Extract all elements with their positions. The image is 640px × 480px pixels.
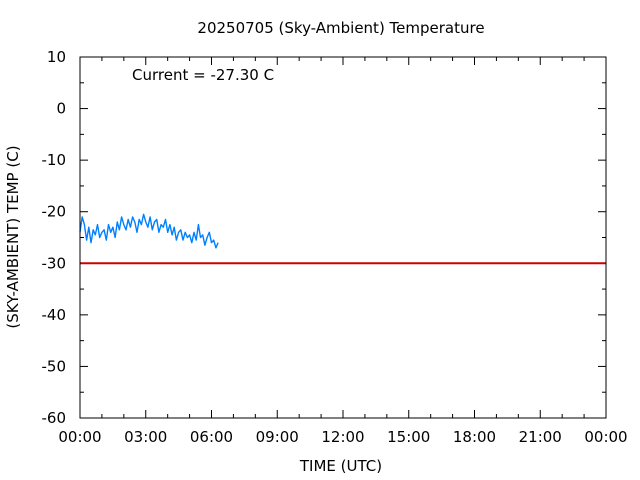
y-axis-label: (SKY-AMBIENT) TEMP (C) xyxy=(4,145,22,328)
y-tick-label: -20 xyxy=(42,203,67,221)
x-tick-label: 12:00 xyxy=(321,428,364,446)
x-tick-label: 21:00 xyxy=(519,428,562,446)
x-tick-label: 18:00 xyxy=(453,428,496,446)
x-tick-label: 09:00 xyxy=(256,428,299,446)
x-tick-label: 00:00 xyxy=(58,428,101,446)
y-tick-label: -30 xyxy=(42,254,67,272)
current-value-annotation: Current = -27.30 C xyxy=(132,66,274,84)
x-tick-label: 15:00 xyxy=(387,428,430,446)
plot-frame xyxy=(79,56,607,419)
series-line xyxy=(79,213,219,249)
y-tick-label: -10 xyxy=(42,151,67,169)
y-tick-label: -40 xyxy=(42,306,67,324)
x-tick-label: 06:00 xyxy=(190,428,233,446)
y-tick-label: 10 xyxy=(47,48,66,66)
axis-ticks xyxy=(79,56,607,419)
x-tick-label: 03:00 xyxy=(124,428,167,446)
y-tick-label: -60 xyxy=(42,409,67,427)
y-tick-label: 0 xyxy=(56,100,66,118)
x-tick-label: 00:00 xyxy=(584,428,627,446)
tick-labels: 00:00 03:00 06:00 09:00 12:00 15:00 18:00 21:00… xyxy=(42,48,628,446)
x-axis-label: TIME (UTC) xyxy=(299,457,382,475)
chart-title: 20250705 (Sky-Ambient) Temperature xyxy=(197,19,484,37)
y-tick-label: -50 xyxy=(42,357,67,375)
